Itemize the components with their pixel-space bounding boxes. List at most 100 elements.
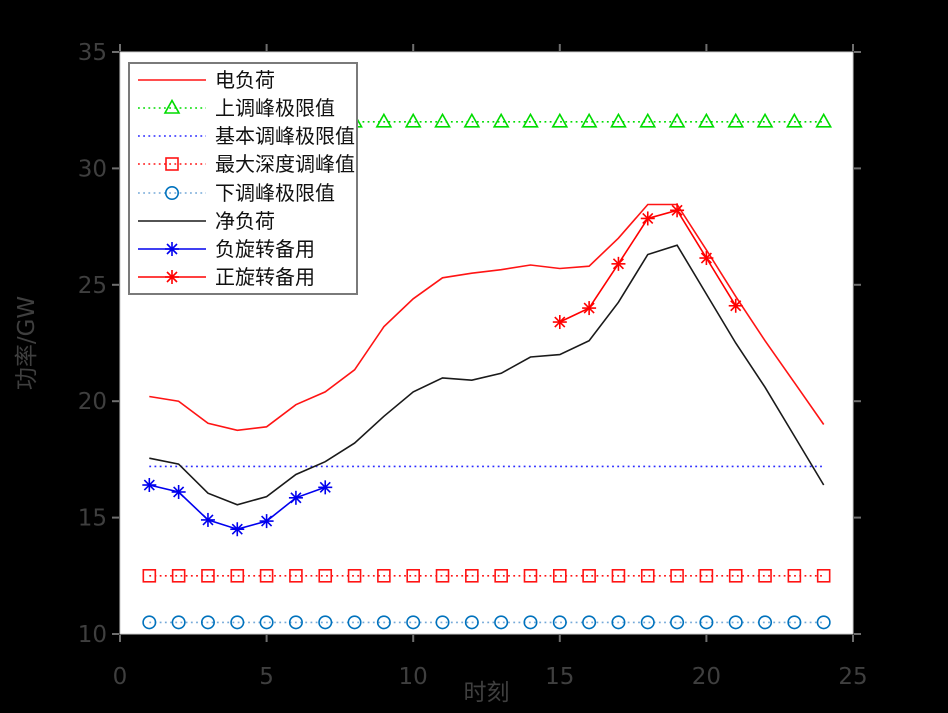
legend-item-label: 净负荷 bbox=[215, 208, 275, 233]
asterisk-marker bbox=[143, 479, 155, 491]
triangle-marker bbox=[610, 112, 627, 128]
square-marker bbox=[406, 568, 421, 583]
x-axis-label: 时刻 bbox=[464, 680, 510, 706]
legend-item-label: 基本调峰极限值 bbox=[215, 124, 355, 149]
square-marker bbox=[728, 568, 743, 583]
series-negative-spinning-reserve bbox=[142, 478, 333, 537]
triangle-marker bbox=[463, 112, 481, 128]
square-marker bbox=[230, 568, 245, 583]
square-marker bbox=[377, 568, 391, 583]
square-marker bbox=[171, 568, 186, 583]
triangle-marker bbox=[756, 112, 774, 128]
square-marker bbox=[523, 568, 538, 583]
triangle-marker bbox=[698, 112, 715, 128]
circle-marker bbox=[758, 615, 773, 630]
square-marker bbox=[670, 568, 684, 583]
legend-sample-lower-peak-limit bbox=[138, 185, 206, 200]
legend: 电负荷上调峰极限值 基本调峰极限值 最大深度调峰值 下调峰极限值 净负荷 负旋转备用 正旋转… bbox=[128, 62, 358, 295]
legend-sample-positive-spinning-reserve bbox=[138, 269, 206, 284]
triangle-marker bbox=[639, 112, 657, 128]
circle-marker bbox=[259, 615, 274, 630]
square-marker bbox=[494, 568, 508, 583]
legend-item-max-deep-peak-value: 最大深度调峰值 bbox=[130, 150, 356, 178]
legend-item-net-load: 净负荷 bbox=[130, 207, 356, 235]
square-marker bbox=[289, 568, 303, 583]
y-axis-label: 功率/GW bbox=[14, 296, 40, 390]
square-marker bbox=[142, 568, 157, 583]
circle-marker bbox=[640, 615, 655, 630]
square-marker bbox=[465, 568, 479, 583]
y-tick-label: 20 bbox=[78, 389, 107, 415]
triangle-marker bbox=[815, 112, 833, 128]
triangle-marker bbox=[522, 112, 539, 128]
triangle-marker bbox=[668, 112, 686, 128]
axis-ticks: 0 5 10 15 20 25 10 15 20 25 30 35 bbox=[78, 40, 868, 690]
circle-marker bbox=[582, 615, 597, 630]
series-net-load bbox=[149, 244, 825, 506]
circle-marker bbox=[288, 615, 303, 630]
triangle-marker bbox=[551, 112, 569, 128]
circle-marker bbox=[200, 615, 215, 630]
square-marker bbox=[347, 568, 362, 583]
series-line-net-load bbox=[149, 244, 825, 506]
square-marker bbox=[318, 568, 333, 583]
legend-sample-electric-load bbox=[138, 79, 206, 81]
y-tick-label: 30 bbox=[78, 156, 107, 182]
circle-marker bbox=[171, 615, 186, 630]
series-positive-spinning-reserve bbox=[552, 203, 743, 330]
x-tick-label: 5 bbox=[259, 664, 274, 690]
triangle-marker bbox=[785, 112, 803, 128]
asterisk-marker bbox=[319, 481, 331, 493]
circle-marker bbox=[164, 185, 179, 200]
square-marker bbox=[201, 568, 215, 583]
legend-item-label: 下调峰极限值 bbox=[215, 180, 335, 205]
square-marker bbox=[816, 568, 831, 583]
triangle-marker bbox=[375, 112, 393, 128]
square-marker bbox=[552, 568, 567, 583]
asterisk-marker bbox=[554, 316, 566, 328]
asterisk-marker bbox=[700, 252, 712, 264]
square-marker bbox=[582, 568, 596, 583]
circle-marker bbox=[552, 615, 567, 630]
square-marker bbox=[640, 568, 655, 583]
square-marker bbox=[259, 568, 274, 583]
asterisk-marker bbox=[583, 302, 595, 314]
square-marker bbox=[435, 568, 450, 583]
circle-marker bbox=[787, 615, 802, 630]
asterisk-marker bbox=[173, 486, 185, 498]
triangle-marker bbox=[434, 112, 451, 128]
legend-item-negative-spinning-reserve: 负旋转备用 bbox=[130, 235, 356, 263]
triangle-marker bbox=[492, 112, 510, 128]
circle-marker bbox=[435, 615, 450, 630]
circle-marker bbox=[494, 615, 509, 630]
asterisk-marker bbox=[671, 204, 683, 216]
circle-marker bbox=[670, 615, 685, 630]
y-tick-label: 15 bbox=[78, 506, 107, 532]
circle-marker bbox=[347, 615, 362, 630]
legend-item-basic-peak-limit: 基本调峰极限值 bbox=[130, 122, 356, 150]
asterisk-marker bbox=[642, 212, 654, 225]
circle-marker bbox=[728, 615, 743, 630]
x-tick-label: 25 bbox=[838, 664, 867, 690]
triangle-marker bbox=[163, 99, 181, 115]
triangle-marker bbox=[727, 112, 745, 128]
legend-sample-basic-peak-limit bbox=[138, 135, 206, 138]
legend-sample-upper-peak-limit bbox=[138, 99, 206, 115]
legend-item-label: 电负荷 bbox=[215, 68, 275, 93]
legend-item-positive-spinning-reserve: 正旋转备用 bbox=[130, 263, 356, 291]
circle-marker bbox=[406, 615, 421, 630]
y-tick-label: 35 bbox=[78, 40, 107, 66]
legend-item-label: 最大深度调峰值 bbox=[215, 152, 355, 177]
legend-item-label: 上调峰极限值 bbox=[215, 96, 335, 121]
asterisk-marker bbox=[231, 523, 243, 535]
asterisk-marker bbox=[612, 258, 625, 270]
legend-sample-negative-spinning-reserve bbox=[138, 241, 206, 256]
asterisk-marker bbox=[166, 243, 178, 255]
asterisk-marker bbox=[202, 514, 214, 526]
square-marker bbox=[758, 568, 772, 583]
circle-marker bbox=[318, 615, 333, 630]
circle-marker bbox=[699, 615, 714, 630]
legend-item-lower-peak-limit: 下调峰极限值 bbox=[130, 179, 356, 207]
square-marker bbox=[699, 568, 714, 583]
